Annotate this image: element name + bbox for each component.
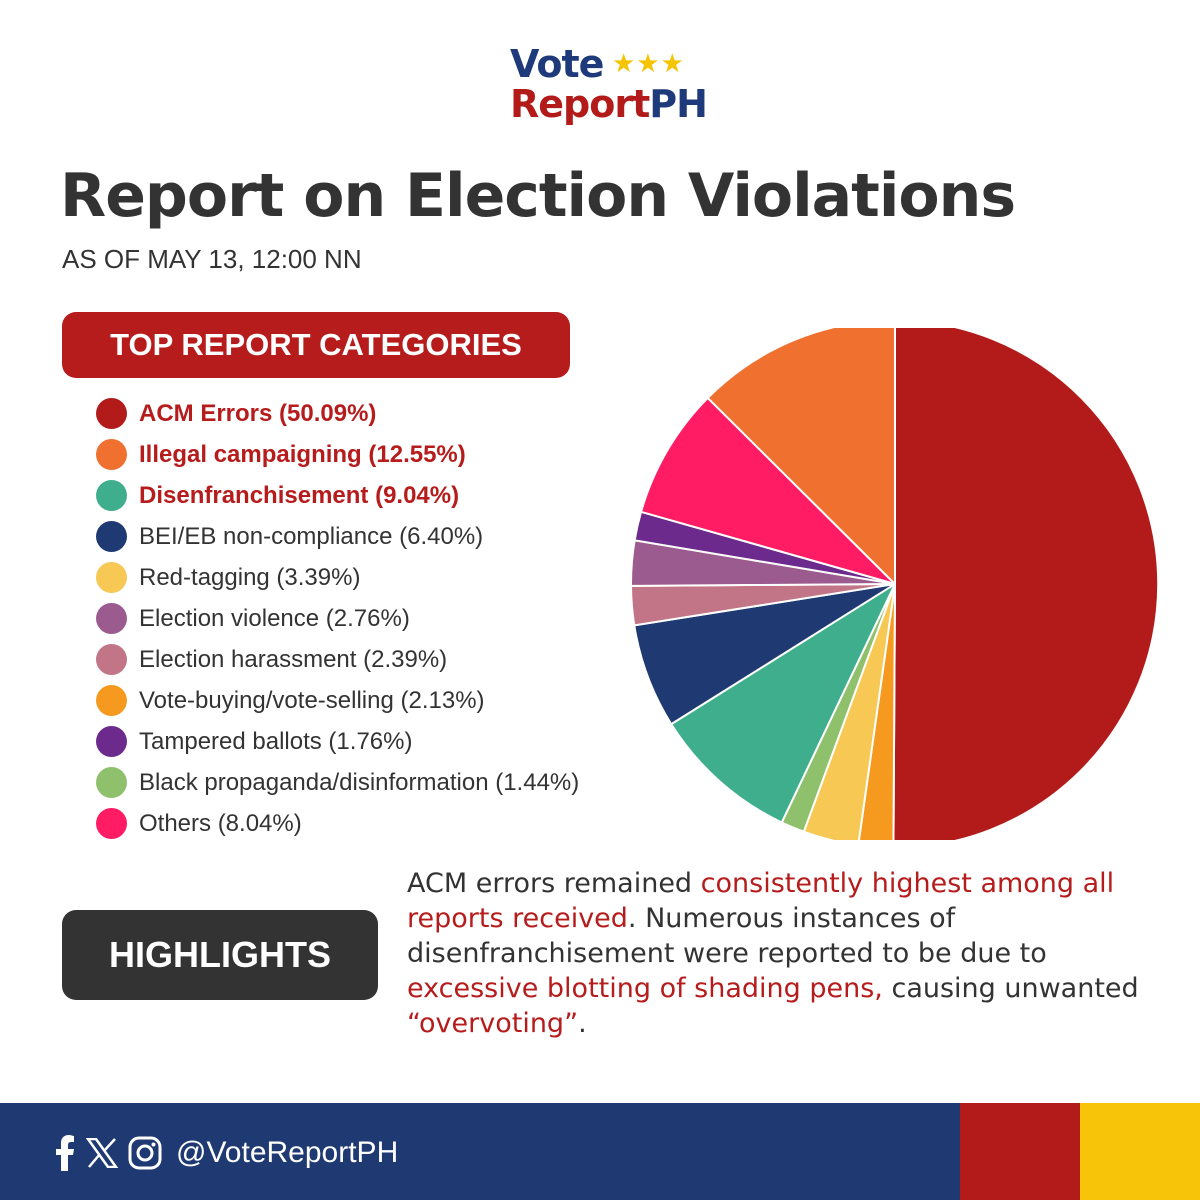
legend-label: Illegal campaigning (12.55%): [139, 440, 466, 468]
highlights-text-part: causing unwanted: [882, 973, 1139, 1004]
legend-swatch: [96, 398, 127, 429]
legend-swatch: [96, 767, 127, 798]
legend-item: Red-tagging (3.39%): [96, 557, 656, 598]
instagram-icon[interactable]: [128, 1136, 162, 1170]
legend-label: Vote-buying/vote-selling (2.13%): [139, 686, 485, 714]
legend-label: Election violence (2.76%): [139, 604, 410, 632]
legend-item: Election harassment (2.39%): [96, 639, 656, 680]
logo-stars-icon: ★★★: [612, 49, 685, 79]
legend-label: Others (8.04%): [139, 809, 302, 837]
logo-ph-word: PH: [649, 82, 708, 126]
footer-red-block: [960, 1103, 1080, 1200]
highlights-label: HIGHLIGHTS: [62, 910, 378, 1000]
highlights-text-part: .: [578, 1008, 587, 1039]
legend-item: Others (8.04%): [96, 803, 656, 844]
facebook-icon[interactable]: [54, 1135, 76, 1171]
footer-bar: @VoteReportPH: [0, 1103, 1200, 1200]
legend-swatch: [96, 439, 127, 470]
pie-chart: [630, 328, 1160, 840]
highlights-text-part: . Numerous instances of disenfranchiseme…: [407, 903, 1047, 969]
legend-swatch: [96, 562, 127, 593]
pie-slice: [892, 328, 1160, 840]
categories-header: TOP REPORT CATEGORIES: [62, 312, 570, 378]
footer-yellow-block: [1080, 1103, 1200, 1200]
legend-swatch: [96, 644, 127, 675]
legend-swatch: [96, 726, 127, 757]
legend-label: Election harassment (2.39%): [139, 645, 448, 673]
logo-vote-text: Vote: [510, 42, 604, 86]
legend-item: Election violence (2.76%): [96, 598, 656, 639]
legend-item: ACM Errors (50.09%): [96, 393, 656, 434]
legend-swatch: [96, 808, 127, 839]
vote-report-ph-logo: Vote ★★★ ReportPH: [510, 42, 710, 127]
legend-label: BEI/EB non-compliance (6.40%): [139, 522, 484, 550]
legend-item: Black propaganda/disinformation (1.44%): [96, 762, 656, 803]
page-title: Report on Election Violations: [60, 161, 1016, 231]
highlights-emphasis: “overvoting”: [407, 1008, 579, 1039]
logo-report-text: ReportPH: [510, 82, 708, 126]
legend-item: Illegal campaigning (12.55%): [96, 434, 656, 475]
highlights-emphasis: excessive blotting of shading pens,: [407, 973, 883, 1004]
legend-swatch: [96, 521, 127, 552]
social-links: @VoteReportPH: [54, 1133, 398, 1173]
legend-label: Red-tagging (3.39%): [139, 563, 361, 591]
page-subtitle: AS OF MAY 13, 12:00 NN: [62, 244, 362, 274]
highlights-text-part: ACM errors remained: [407, 868, 701, 899]
legend-item: BEI/EB non-compliance (6.40%): [96, 516, 656, 557]
legend-swatch: [96, 480, 127, 511]
pie-slice: [640, 396, 896, 585]
logo-report-word: Report: [510, 82, 650, 126]
x-icon[interactable]: [86, 1138, 118, 1168]
legend-item: Disenfranchisement (9.04%): [96, 475, 656, 516]
legend-swatch: [96, 685, 127, 716]
pie-slice: [670, 583, 896, 824]
pie-slice: [706, 328, 896, 585]
legend-label: ACM Errors (50.09%): [139, 399, 377, 427]
legend-label: Disenfranchisement (9.04%): [139, 481, 460, 509]
legend-item: Vote-buying/vote-selling (2.13%): [96, 680, 656, 721]
legend-label: Tampered ballots (1.76%): [139, 727, 413, 755]
highlights-emphasis: consistently highest among all reports r…: [407, 868, 1115, 934]
pie-legend: ACM Errors (50.09%) Illegal campaigning (…: [96, 393, 656, 844]
legend-item: Tampered ballots (1.76%): [96, 721, 656, 762]
legend-label: Black propaganda/disinformation (1.44%): [139, 768, 580, 796]
legend-swatch: [96, 603, 127, 634]
social-handle[interactable]: @VoteReportPH: [176, 1136, 399, 1169]
highlights-text: ACM errors remained consistently highest…: [407, 866, 1177, 1041]
